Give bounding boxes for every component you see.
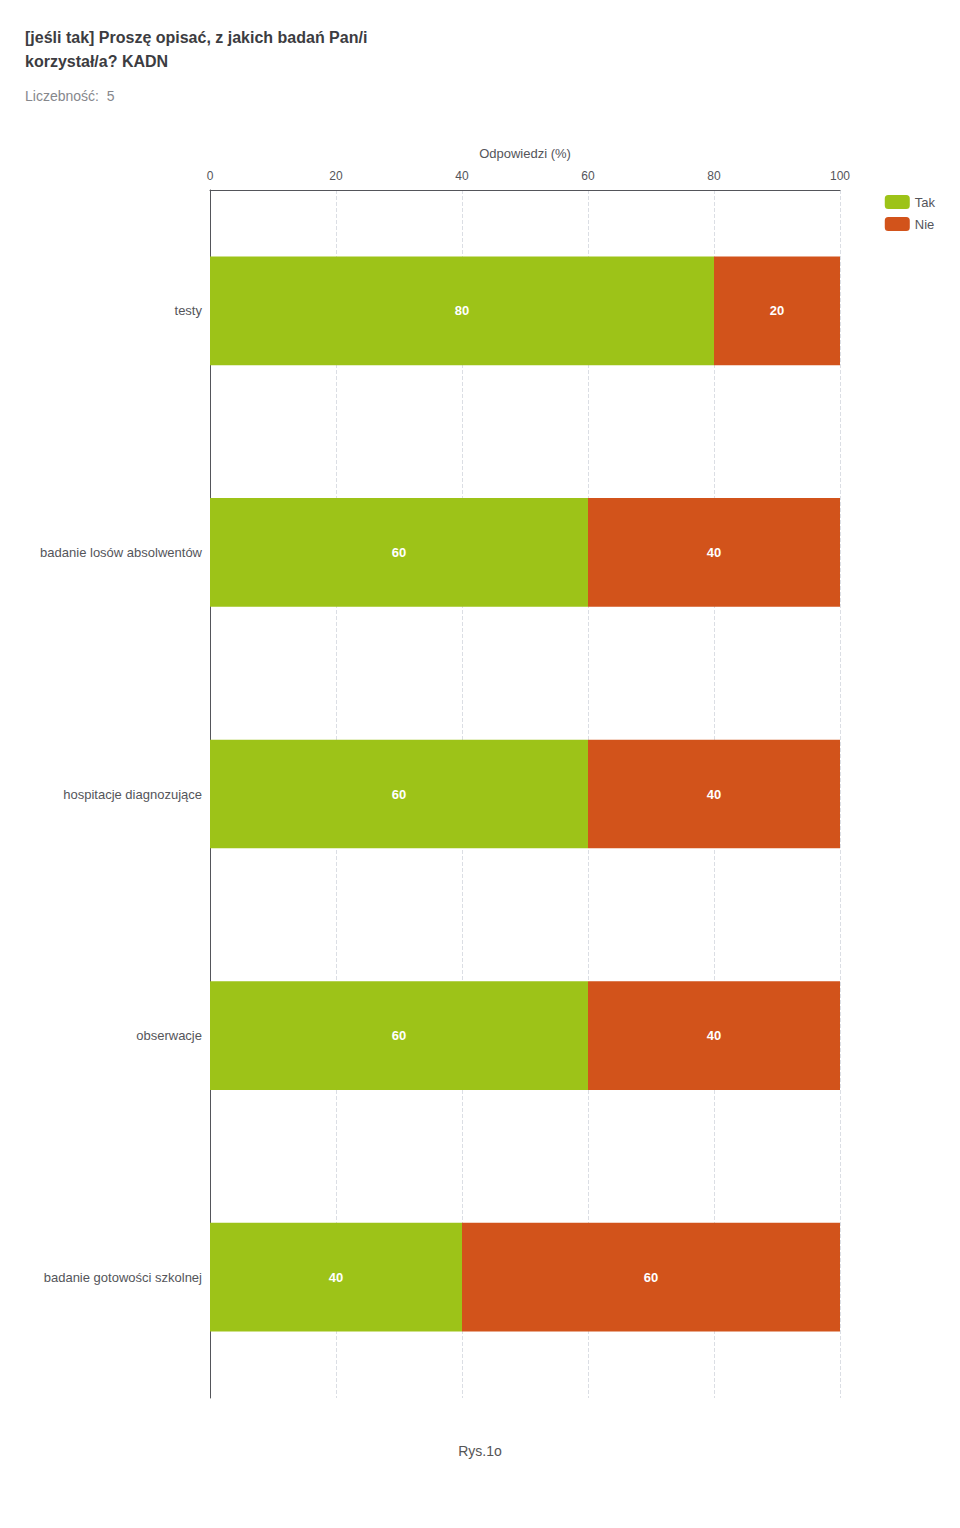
svg-text:obserwacje: obserwacje bbox=[136, 1028, 202, 1043]
svg-text:badanie losów absolwentów: badanie losów absolwentów bbox=[40, 545, 202, 560]
svg-text:40: 40 bbox=[707, 787, 721, 802]
svg-text:Tak: Tak bbox=[915, 195, 936, 210]
svg-text:80: 80 bbox=[455, 303, 469, 318]
svg-text:80: 80 bbox=[707, 169, 721, 183]
svg-text:40: 40 bbox=[455, 169, 469, 183]
svg-text:40: 40 bbox=[707, 545, 721, 560]
svg-text:hospitacje diagnozujące: hospitacje diagnozujące bbox=[63, 787, 202, 802]
svg-text:60: 60 bbox=[392, 545, 406, 560]
svg-text:60: 60 bbox=[581, 169, 595, 183]
svg-text:40: 40 bbox=[707, 1028, 721, 1043]
svg-text:testy: testy bbox=[175, 303, 203, 318]
svg-text:badanie gotowości szkolnej: badanie gotowości szkolnej bbox=[44, 1270, 202, 1285]
svg-text:korzystał/a? KADN: korzystał/a? KADN bbox=[25, 53, 168, 70]
svg-text:60: 60 bbox=[644, 1270, 658, 1285]
svg-text:Odpowiedzi (%): Odpowiedzi (%) bbox=[479, 146, 571, 161]
svg-text:100: 100 bbox=[830, 169, 850, 183]
svg-text:20: 20 bbox=[329, 169, 343, 183]
svg-text:Liczebność: 5: Liczebność: 5 bbox=[25, 88, 115, 104]
svg-text:60: 60 bbox=[392, 787, 406, 802]
svg-text:Nie: Nie bbox=[915, 217, 935, 232]
svg-text:40: 40 bbox=[329, 1270, 343, 1285]
svg-text:[jeśli tak] Proszę opisać, z j: [jeśli tak] Proszę opisać, z jakich bada… bbox=[25, 29, 367, 46]
svg-text:60: 60 bbox=[392, 1028, 406, 1043]
svg-text:0: 0 bbox=[207, 169, 214, 183]
svg-text:Rys.1o: Rys.1o bbox=[458, 1443, 502, 1459]
svg-text:20: 20 bbox=[770, 303, 784, 318]
